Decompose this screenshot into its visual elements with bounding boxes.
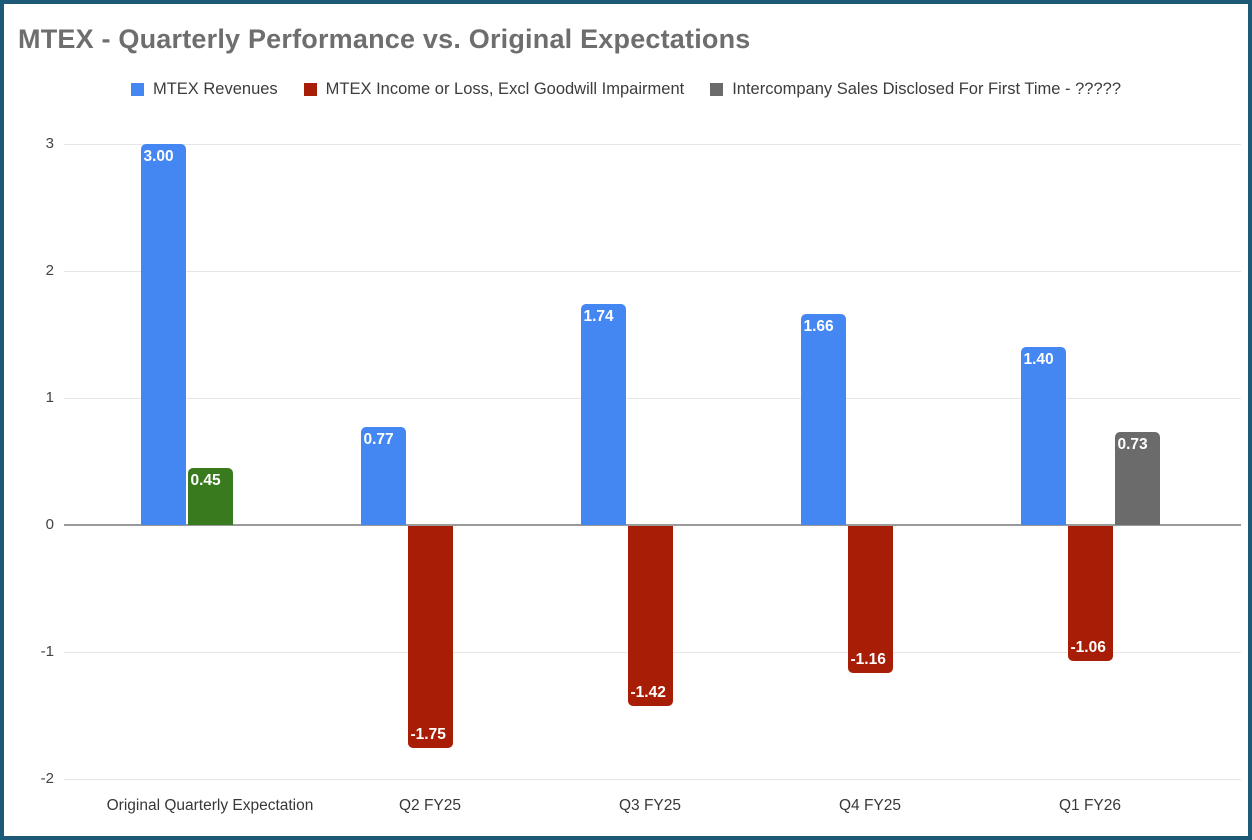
chart-title: MTEX - Quarterly Performance vs. Origina… xyxy=(18,24,751,54)
y-tick-label: 2 xyxy=(45,262,54,279)
y-tick-label: -1 xyxy=(40,643,54,660)
x-category-label: Q3 FY25 xyxy=(618,797,682,814)
chart-bar[interactable]: -1.75 xyxy=(407,526,453,749)
bar-value-label: -1.75 xyxy=(410,726,446,744)
gridline xyxy=(64,144,1241,145)
x-category-label: Original Quarterly Expectation xyxy=(106,797,314,814)
legend-label: MTEX Revenues xyxy=(152,80,278,98)
chart-bar[interactable]: -1.42 xyxy=(627,526,673,707)
chart-bar[interactable]: 0.45 xyxy=(187,467,233,525)
bar-value-label: 0.45 xyxy=(190,471,221,489)
chart-bar[interactable]: 3.00 xyxy=(140,144,186,525)
zero-baseline xyxy=(64,524,1241,526)
legend-item[interactable]: MTEX Revenues xyxy=(130,80,278,99)
chart-bar[interactable]: -1.16 xyxy=(847,526,893,674)
bar-value-label: 1.40 xyxy=(1023,351,1054,369)
bar-value-label: -1.16 xyxy=(850,651,886,669)
chart-bar[interactable]: 1.40 xyxy=(1020,347,1066,525)
bar-value-label: -1.06 xyxy=(1070,638,1106,656)
legend-label: Intercompany Sales Disclosed For First T… xyxy=(732,80,1122,98)
gridline xyxy=(64,398,1241,399)
y-tick-label: 3 xyxy=(45,135,54,152)
chart-bar[interactable]: 1.74 xyxy=(580,304,626,525)
chart-legend: MTEX Revenues MTEX Income or Loss, Excl G… xyxy=(4,80,1248,99)
x-category-label: Q2 FY25 xyxy=(398,797,462,814)
x-category-label: Q4 FY25 xyxy=(838,797,902,814)
gridline xyxy=(64,271,1241,272)
y-tick-label: 0 xyxy=(45,516,54,533)
y-tick-label: -2 xyxy=(40,770,54,787)
chart-bar[interactable]: 0.73 xyxy=(1114,432,1160,525)
bar-value-label: 1.74 xyxy=(583,308,614,326)
chart-bar[interactable]: 1.66 xyxy=(800,314,846,525)
bar-value-label: 0.77 xyxy=(363,431,394,449)
legend-label: MTEX Income or Loss, Excl Goodwill Impai… xyxy=(325,80,685,98)
chart-plot-area: 3 2 1 0 -1 -2 3.00 0.77 1.74 1.66 1.40 0.45 -1.75 -1.… xyxy=(4,4,1248,836)
x-category-label: Q1 FY26 xyxy=(1058,797,1122,814)
gridline xyxy=(64,779,1241,780)
legend-swatch-icon xyxy=(303,83,317,96)
chart-bar[interactable]: 0.77 xyxy=(360,427,406,525)
y-tick-label: 1 xyxy=(45,389,54,406)
legend-swatch-icon xyxy=(130,83,144,96)
legend-swatch-icon xyxy=(710,83,724,96)
bar-value-label: -1.42 xyxy=(630,684,666,702)
chart-bar[interactable]: -1.06 xyxy=(1067,526,1113,661)
bar-value-label: 1.66 xyxy=(803,318,834,336)
legend-item[interactable]: Intercompany Sales Disclosed For First T… xyxy=(710,80,1121,99)
bar-value-label: 3.00 xyxy=(143,148,174,165)
legend-item[interactable]: MTEX Income or Loss, Excl Goodwill Impai… xyxy=(303,80,685,99)
bar-value-label: 0.73 xyxy=(1117,436,1148,454)
